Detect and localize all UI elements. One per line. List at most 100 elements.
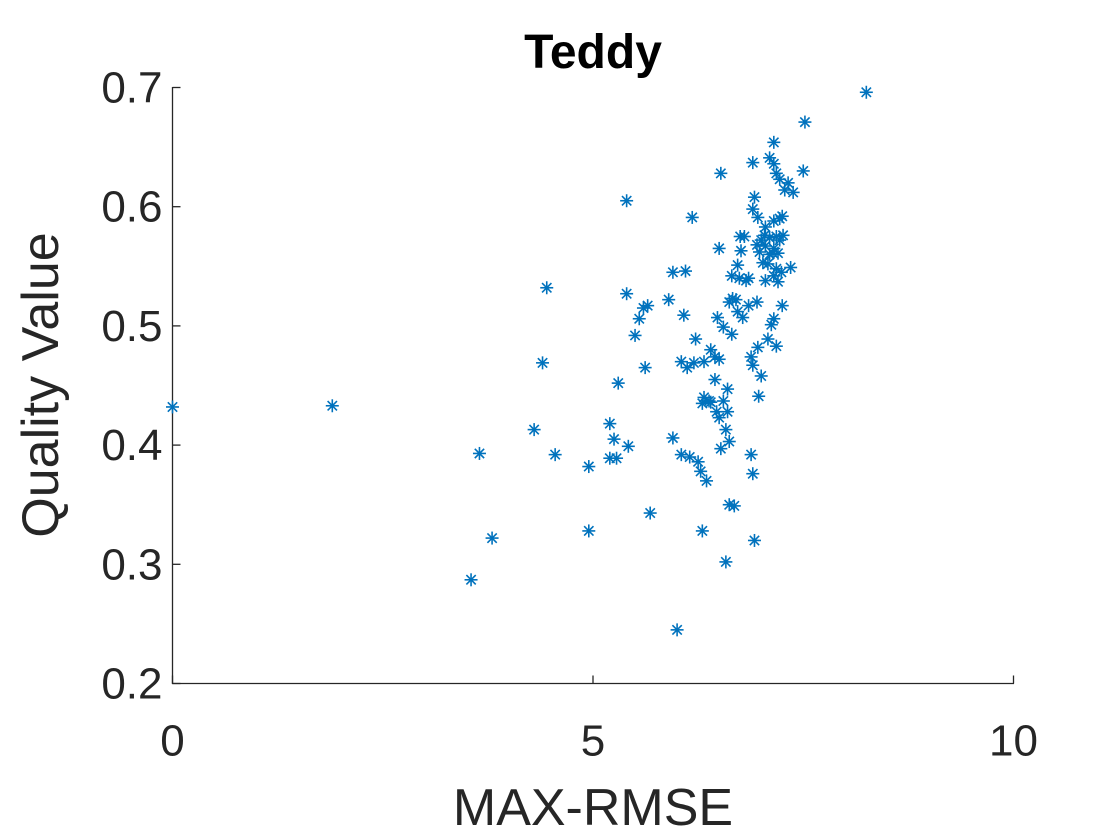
x-tick-label: 5 — [581, 717, 605, 766]
data-point — [731, 258, 745, 272]
data-point — [464, 573, 478, 587]
data-point — [746, 358, 760, 372]
data-point — [687, 356, 701, 370]
data-point — [767, 312, 781, 326]
data-point — [666, 265, 680, 279]
data-point — [691, 455, 705, 469]
x-tick-label: 0 — [160, 717, 184, 766]
data-point — [680, 361, 694, 375]
data-point — [620, 194, 634, 208]
data-point — [620, 287, 634, 301]
data-point — [722, 435, 736, 449]
data-point — [767, 157, 781, 171]
data-point — [712, 241, 726, 255]
data-point — [643, 506, 657, 520]
data-point — [776, 228, 790, 242]
y-tick-label: 0.6 — [101, 183, 162, 232]
data-point — [662, 293, 676, 307]
data-point — [737, 230, 751, 243]
data-point — [694, 464, 708, 478]
data-point — [582, 460, 596, 474]
data-point — [548, 448, 562, 462]
data-point — [582, 524, 596, 538]
data-point — [747, 533, 761, 547]
data-point — [621, 439, 635, 453]
data-point — [607, 432, 621, 446]
data-point — [775, 299, 789, 313]
data-point — [638, 361, 652, 375]
data-point — [771, 246, 785, 260]
data-point — [744, 448, 758, 462]
data-point — [751, 340, 765, 354]
data-point — [677, 308, 691, 322]
data-point — [859, 85, 873, 99]
data-point — [670, 623, 684, 637]
data-point — [700, 474, 714, 488]
data-point — [747, 190, 761, 204]
data-point — [771, 275, 785, 289]
data-point — [716, 394, 730, 408]
data-point — [632, 312, 646, 326]
data-point — [775, 209, 789, 223]
data-point — [710, 311, 724, 325]
data-point — [729, 293, 743, 307]
y-axis-label: Quality Value — [12, 232, 70, 537]
data-point — [628, 328, 642, 342]
data-point — [712, 352, 726, 366]
data-point — [666, 431, 680, 445]
data-points — [166, 85, 873, 637]
data-point — [716, 320, 730, 334]
data-point — [750, 295, 764, 309]
data-point — [742, 271, 756, 285]
data-point — [683, 450, 697, 464]
data-point — [754, 369, 768, 383]
data-point — [695, 524, 709, 538]
data-point — [784, 260, 798, 274]
data-point — [752, 389, 766, 403]
data-point — [798, 115, 812, 129]
data-point — [719, 423, 733, 437]
data-point — [641, 299, 655, 313]
data-point — [697, 355, 711, 369]
data-point — [485, 531, 499, 545]
data-point — [725, 327, 739, 341]
x-ticks: 0 5 10 — [160, 675, 1038, 766]
y-ticks: 0.2 0.3 0.4 0.5 0.6 0.7 — [101, 64, 181, 709]
data-point — [704, 395, 718, 409]
data-point — [689, 332, 703, 346]
data-point — [611, 376, 625, 390]
y-tick-label: 0.7 — [101, 64, 162, 113]
data-point — [719, 555, 733, 569]
data-point — [166, 400, 179, 414]
data-point — [727, 499, 741, 513]
data-point — [714, 166, 728, 180]
data-point — [714, 442, 728, 456]
data-point — [721, 382, 735, 396]
data-point — [712, 411, 726, 425]
data-point — [708, 373, 722, 387]
x-axis-label: MAX-RMSE — [453, 779, 733, 837]
data-point — [761, 332, 775, 346]
data-point — [674, 448, 688, 462]
data-point — [781, 176, 795, 190]
data-point — [774, 265, 788, 279]
data-point — [679, 264, 693, 278]
data-point — [758, 220, 772, 234]
x-tick-label: 10 — [989, 717, 1038, 766]
data-point — [527, 423, 541, 437]
data-point — [540, 281, 554, 295]
data-point — [796, 164, 810, 178]
data-point — [325, 399, 339, 413]
data-point — [767, 135, 781, 149]
data-point — [536, 356, 550, 370]
data-point — [746, 156, 760, 170]
y-tick-label: 0.5 — [101, 302, 162, 351]
data-point — [769, 339, 783, 353]
y-tick-label: 0.4 — [101, 421, 162, 470]
y-tick-label: 0.3 — [101, 540, 162, 589]
data-point — [610, 451, 624, 465]
data-point — [472, 446, 486, 460]
data-point — [721, 405, 735, 419]
